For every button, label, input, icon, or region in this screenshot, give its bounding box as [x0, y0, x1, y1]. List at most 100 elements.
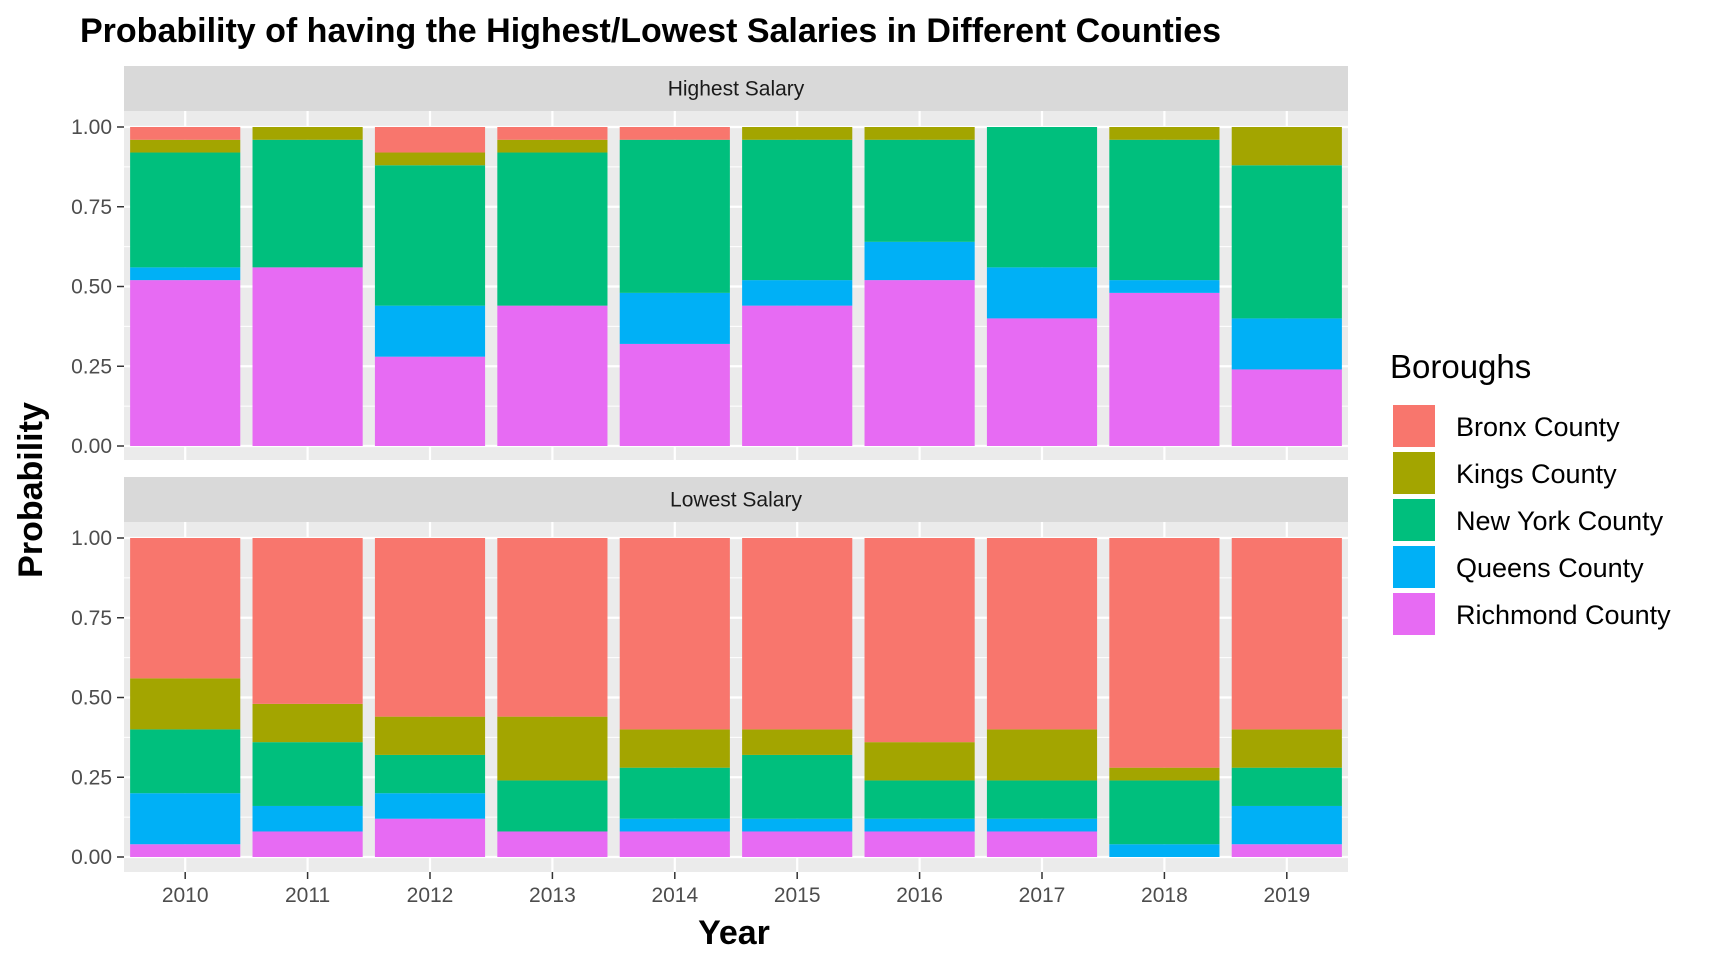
bar-segment-richmond-county-2012 — [374, 818, 486, 857]
bar-segment-queens-county-2014 — [619, 818, 730, 832]
bar-segment-kings-county-2016 — [864, 742, 975, 781]
bar-segment-bronx-county-2011 — [252, 538, 363, 704]
bar-segment-kings-county-2010 — [130, 139, 241, 153]
bar-segment-richmond-county-2012 — [374, 356, 486, 446]
bar-segment-kings-county-2019 — [1231, 127, 1342, 166]
legend-label: Kings County — [1456, 459, 1617, 489]
bar-segment-richmond-county-2019 — [1231, 844, 1342, 857]
bar-segment-queens-county-2014 — [619, 292, 730, 344]
bar-segment-queens-county-2017 — [986, 818, 1098, 832]
legend-swatch-queens-county — [1391, 544, 1437, 590]
bar-segment-queens-county-2019 — [1231, 805, 1342, 845]
bar-segment-richmond-county-2014 — [619, 343, 730, 446]
bar-segment-richmond-county-2014 — [619, 831, 730, 857]
y-tick-label: 0.75 — [71, 607, 112, 630]
bar-segment-kings-county-2015 — [742, 127, 853, 140]
bar-segment-kings-county-2012 — [374, 716, 486, 755]
bar-segment-kings-county-2016 — [864, 127, 975, 140]
bar-segment-queens-county-2016 — [864, 818, 975, 832]
bar-segment-queens-county-2010 — [130, 793, 241, 845]
bar-segment-queens-county-2010 — [130, 267, 241, 281]
panels: Highest Salary0.000.250.500.751.00Lowest… — [71, 66, 1348, 872]
bar-segment-richmond-county-2013 — [497, 305, 608, 446]
bar-segment-new-york-county-2014 — [619, 767, 730, 819]
bar-segment-new-york-county-2011 — [252, 742, 363, 806]
x-tick-label: 2011 — [285, 884, 330, 907]
bar-segment-queens-county-2018 — [1109, 844, 1220, 857]
y-tick-label: 0.25 — [71, 766, 112, 789]
bar-segment-new-york-county-2015 — [742, 139, 853, 281]
bar-segment-richmond-county-2016 — [864, 280, 975, 446]
x-tick-label: 2014 — [651, 884, 698, 907]
legend-items: Bronx County Kings County New York County Q… — [1391, 403, 1671, 637]
legend-swatch-new-york-county — [1391, 497, 1437, 543]
bar-segment-richmond-county-2017 — [986, 831, 1098, 857]
bar-segment-queens-county-2018 — [1109, 280, 1220, 293]
bar-segment-queens-county-2017 — [986, 267, 1098, 319]
y-tick-label: 0.00 — [71, 846, 112, 869]
bar-segment-new-york-county-2019 — [1231, 165, 1342, 319]
facet-strip — [124, 66, 1348, 111]
bar-segment-richmond-county-2015 — [742, 305, 853, 446]
y-tick-label: 0.25 — [71, 355, 112, 378]
legend-swatch-richmond-county — [1391, 591, 1437, 637]
facet-strip — [124, 477, 1348, 522]
bar-segment-new-york-county-2016 — [864, 139, 975, 242]
bar-segment-bronx-county-2013 — [497, 538, 608, 717]
bar-segment-new-york-county-2019 — [1231, 767, 1342, 806]
bar-segment-richmond-county-2018 — [1109, 292, 1220, 446]
bar-segment-bronx-county-2015 — [742, 538, 853, 730]
bar-segment-richmond-county-2013 — [497, 831, 608, 857]
bar-segment-bronx-county-2016 — [864, 538, 975, 743]
legend-label: Bronx County — [1456, 412, 1620, 442]
chart-title: Probability of having the Highest/Lowest… — [80, 12, 1221, 50]
legend-label: New York County — [1456, 506, 1664, 536]
bar-segment-queens-county-2012 — [374, 305, 486, 357]
bar-segment-richmond-county-2016 — [864, 831, 975, 857]
bar-segment-bronx-county-2017 — [986, 538, 1098, 730]
x-axis-title: Year — [698, 914, 770, 952]
bar-segment-richmond-county-2011 — [252, 831, 363, 857]
bar-segment-richmond-county-2010 — [130, 844, 241, 857]
x-tick-label: 2017 — [1019, 884, 1066, 907]
legend-swatch-kings-county — [1391, 450, 1437, 496]
bar-segment-new-york-county-2013 — [497, 780, 608, 832]
y-tick-label: 0.00 — [71, 435, 112, 458]
bar-segment-queens-county-2015 — [742, 280, 853, 306]
bar-segment-kings-county-2018 — [1109, 127, 1220, 140]
bar-segment-queens-county-2015 — [742, 818, 853, 832]
x-tick-label: 2012 — [407, 884, 454, 907]
bar-segment-kings-county-2012 — [374, 152, 486, 166]
bar-segment-new-york-county-2012 — [374, 165, 486, 306]
bar-segment-new-york-county-2014 — [619, 139, 730, 293]
x-tick-label: 2018 — [1141, 884, 1188, 907]
x-tick-label: 2019 — [1263, 884, 1310, 907]
bar-segment-bronx-county-2012 — [374, 127, 486, 153]
bar-segment-kings-county-2014 — [619, 729, 730, 768]
y-tick-label: 1.00 — [71, 116, 112, 139]
bar-segment-kings-county-2017 — [986, 729, 1098, 781]
bar-segment-bronx-county-2010 — [130, 538, 241, 679]
bar-segment-bronx-county-2018 — [1109, 538, 1220, 768]
bar-segment-kings-county-2011 — [252, 127, 363, 140]
y-tick-label: 0.50 — [71, 276, 112, 299]
bar-segment-kings-county-2019 — [1231, 729, 1342, 768]
bar-segment-bronx-county-2013 — [497, 127, 608, 140]
bar-segment-queens-county-2016 — [864, 241, 975, 281]
legend-label: Richmond County — [1456, 600, 1671, 630]
bar-segment-kings-county-2011 — [252, 703, 363, 743]
x-tick-label: 2015 — [774, 884, 821, 907]
bar-segment-new-york-county-2015 — [742, 754, 853, 819]
bar-segment-new-york-county-2018 — [1109, 780, 1220, 845]
y-tick-label: 1.00 — [71, 527, 112, 550]
legend-title: Boroughs — [1390, 348, 1531, 385]
bar-segment-new-york-county-2012 — [374, 754, 486, 794]
bar-segment-new-york-county-2017 — [986, 127, 1098, 268]
y-axis-title: Probability — [12, 402, 50, 578]
bar-segment-new-york-county-2016 — [864, 780, 975, 819]
x-tick-label: 2010 — [162, 884, 209, 907]
bar-segment-kings-county-2010 — [130, 678, 241, 730]
bar-segment-new-york-county-2010 — [130, 729, 241, 794]
bar-segment-richmond-county-2011 — [252, 267, 363, 446]
